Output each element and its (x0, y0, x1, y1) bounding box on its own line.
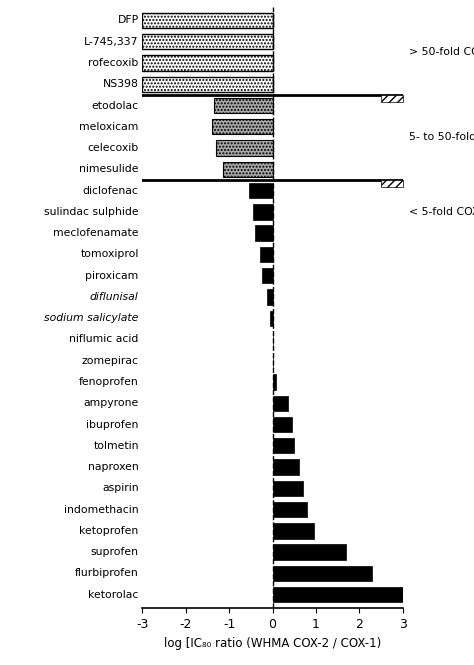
Text: meclofenamate: meclofenamate (53, 228, 139, 238)
Bar (142, 13, 273, 28)
Text: aspirin: aspirin (102, 483, 139, 493)
Text: celecoxib: celecoxib (88, 143, 139, 153)
Bar (273, 502, 307, 517)
Text: etodolac: etodolac (91, 100, 139, 110)
Text: piroxicam: piroxicam (85, 271, 139, 281)
Text: > 50-fold COX-2 selective: > 50-fold COX-2 selective (410, 47, 474, 57)
Text: ibuprofen: ibuprofen (86, 420, 139, 430)
Bar (253, 204, 273, 219)
Text: zomepirac: zomepirac (82, 356, 139, 366)
Text: indomethacin: indomethacin (64, 505, 139, 515)
Bar (273, 481, 303, 496)
Text: sodium salicylate: sodium salicylate (45, 313, 139, 323)
Bar (259, 247, 273, 262)
Text: ketoprofen: ketoprofen (80, 526, 139, 536)
Text: ketorolac: ketorolac (88, 590, 139, 600)
Bar (273, 566, 373, 581)
Bar (270, 311, 273, 326)
Bar (214, 98, 273, 113)
Bar (273, 545, 346, 560)
Bar (212, 119, 273, 134)
Bar (249, 183, 273, 198)
Bar (142, 55, 273, 70)
Bar (255, 225, 273, 241)
Bar (273, 374, 276, 390)
X-axis label: log [IC₈₀ ratio (WHMA COX-2 / COX-1): log [IC₈₀ ratio (WHMA COX-2 / COX-1) (164, 637, 381, 650)
Text: 5- to 50-fold COX-2 selective: 5- to 50-fold COX-2 selective (410, 132, 474, 142)
Text: suprofen: suprofen (91, 547, 139, 557)
Bar (273, 523, 314, 539)
Text: rofecoxib: rofecoxib (88, 58, 139, 68)
Bar (273, 396, 288, 411)
Text: naproxen: naproxen (88, 462, 139, 472)
Text: diclofenac: diclofenac (83, 186, 139, 196)
Text: L-745,337: L-745,337 (84, 37, 139, 47)
Bar (142, 76, 273, 92)
Text: diflunisal: diflunisal (90, 292, 139, 302)
Text: niflumic acid: niflumic acid (69, 334, 139, 344)
Text: flurbiprofen: flurbiprofen (75, 569, 139, 579)
Text: ampyrone: ampyrone (83, 398, 139, 408)
Bar (273, 417, 292, 432)
Text: fenoprofen: fenoprofen (79, 377, 139, 387)
Bar (273, 587, 403, 602)
Text: sulindac sulphide: sulindac sulphide (44, 207, 139, 217)
Bar (381, 180, 403, 188)
Bar (273, 438, 294, 454)
Text: NS398: NS398 (103, 79, 139, 89)
Text: tomoxiprol: tomoxiprol (81, 249, 139, 259)
Bar (216, 140, 273, 156)
Bar (223, 162, 273, 177)
Text: nimesulide: nimesulide (79, 164, 139, 174)
Bar (142, 34, 273, 49)
Bar (267, 289, 273, 305)
Bar (273, 460, 299, 475)
Text: < 5-fold COX-2 selective: < 5-fold COX-2 selective (410, 207, 474, 217)
Text: meloxicam: meloxicam (79, 122, 139, 132)
Bar (262, 268, 273, 283)
Text: DFP: DFP (118, 15, 139, 25)
Text: tolmetin: tolmetin (93, 441, 139, 451)
Bar (381, 95, 403, 102)
